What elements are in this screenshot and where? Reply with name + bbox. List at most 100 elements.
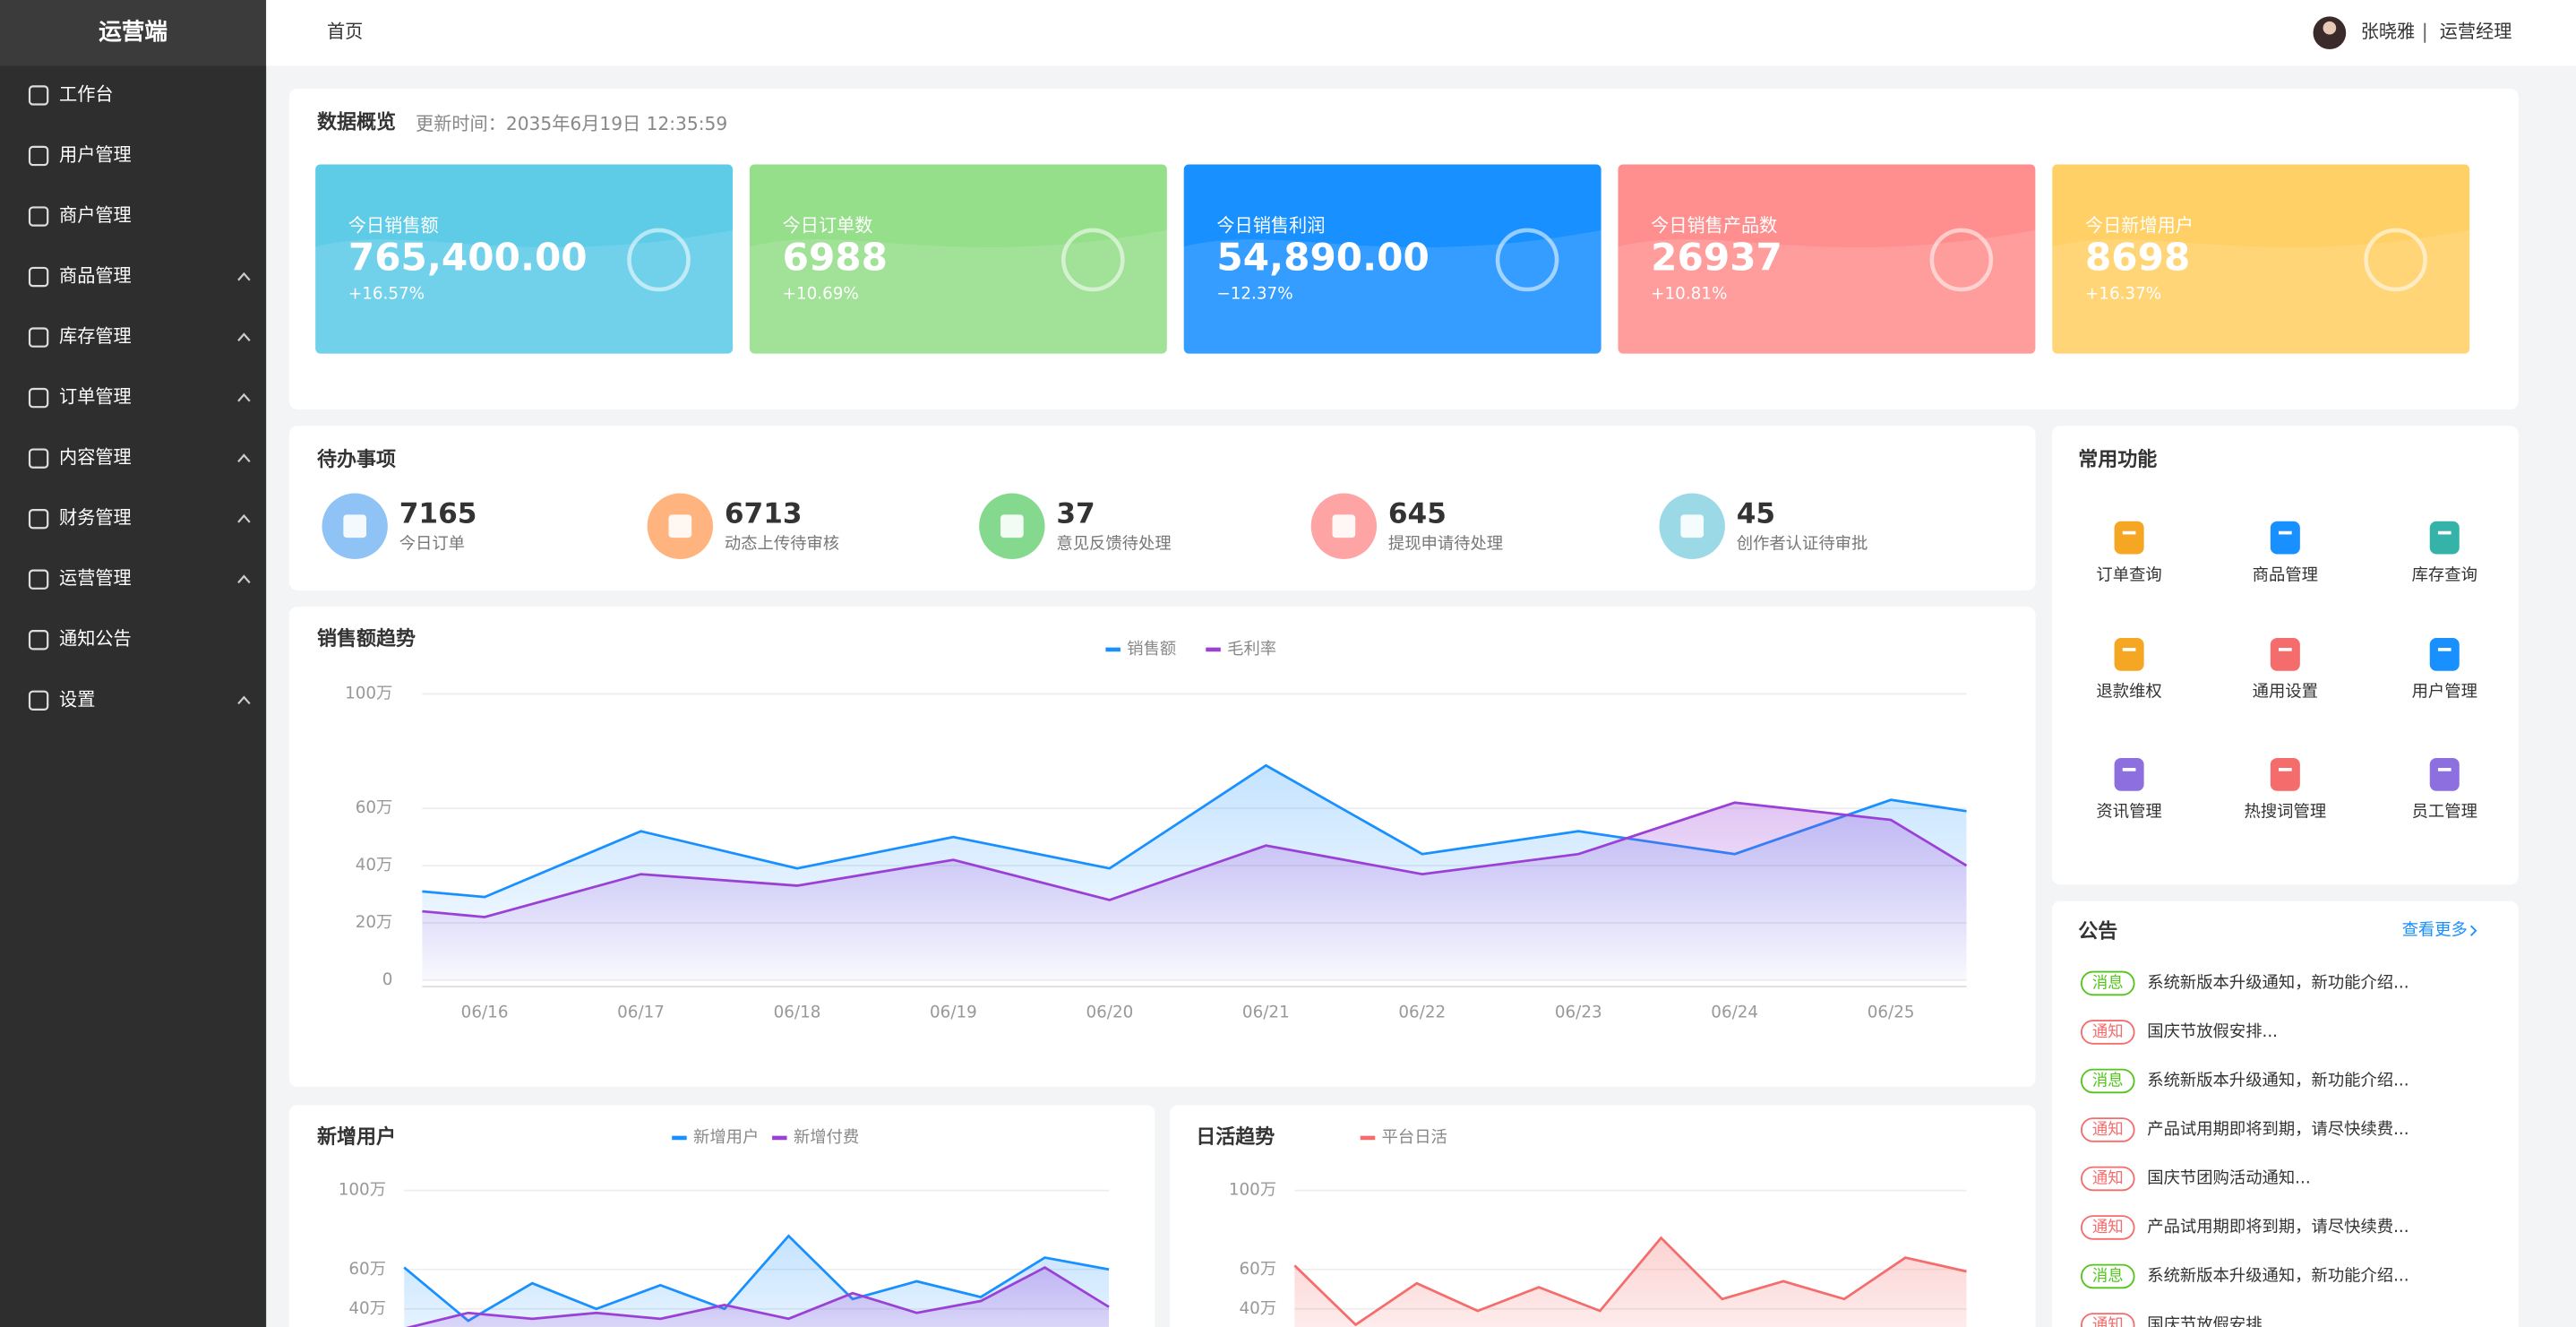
notice-tag: 消息 <box>2092 1267 2124 1285</box>
area-fill <box>410 1267 1110 1327</box>
area-fill <box>422 802 1967 980</box>
legend-label[interactable]: 毛利率 <box>1227 640 1276 659</box>
legend-label[interactable]: 新增付费 <box>794 1128 859 1147</box>
todo-count: 645 <box>1388 497 1447 530</box>
card-value: 54,890.00 <box>1216 235 1429 279</box>
stat-card[interactable] <box>1183 164 1601 354</box>
menu-chevron <box>237 574 251 584</box>
shortcut-label[interactable]: 员工管理 <box>2412 803 2477 822</box>
menu-item[interactable]: 用户管理 <box>59 143 132 165</box>
user-name[interactable]: 张晓雅 <box>2361 21 2415 42</box>
notice-tag: 消息 <box>2092 974 2124 992</box>
notice-tag: 消息 <box>2092 1072 2124 1090</box>
shortcut-glyph <box>2122 648 2136 651</box>
shortcut-label[interactable]: 商品管理 <box>2253 565 2318 584</box>
menu-icon <box>28 690 49 711</box>
stat-card[interactable] <box>2052 164 2470 354</box>
menu-icon <box>28 448 49 469</box>
x-tick-label: 06/24 <box>1711 1003 1758 1021</box>
shortcut-label[interactable]: 通用设置 <box>2253 683 2318 702</box>
x-tick-label: 06/20 <box>1086 1003 1133 1021</box>
menu-icon <box>28 85 49 106</box>
shortcut-icon[interactable] <box>2429 638 2460 671</box>
card-icon <box>627 228 691 292</box>
shortcut-icon[interactable] <box>2270 758 2300 791</box>
notice-tag-box <box>2080 1117 2135 1142</box>
menu-icon <box>28 206 49 227</box>
menu-item[interactable]: 订单管理 <box>59 386 132 408</box>
menu-icon <box>28 630 49 651</box>
notice-text[interactable]: 国庆节放假安排... <box>2147 1315 2278 1327</box>
notice-text[interactable]: 产品试用期即将到期，请尽快续费... <box>2147 1120 2409 1139</box>
shortcut-label[interactable]: 退款维权 <box>2096 683 2161 702</box>
shortcut-glyph <box>2122 530 2136 535</box>
menu-item[interactable]: 运营管理 <box>59 567 132 589</box>
card-label: 今日新增用户 <box>2085 215 2194 237</box>
todo-count: 37 <box>1056 497 1095 530</box>
shortcut-icon[interactable] <box>2114 521 2144 555</box>
y-tick-label: 60万 <box>1240 1260 1277 1279</box>
y-tick-label: 20万 <box>356 913 393 932</box>
menu-item[interactable]: 内容管理 <box>59 446 132 468</box>
shortcut-label[interactable]: 资讯管理 <box>2096 803 2161 822</box>
more-link[interactable]: 查看更多 <box>2402 921 2468 940</box>
notice-text[interactable]: 系统新版本升级通知，新功能介绍... <box>2147 973 2409 992</box>
shortcut-label[interactable]: 用户管理 <box>2412 683 2477 702</box>
series-line <box>405 1265 1110 1327</box>
legend-label[interactable]: 平台日活 <box>1382 1128 1447 1147</box>
notice-tag-box <box>2080 1166 2135 1192</box>
shortcut-icon[interactable] <box>2429 758 2460 791</box>
menu-item[interactable]: 财务管理 <box>59 507 132 529</box>
stat-card[interactable] <box>1618 164 2036 354</box>
menu-item[interactable]: 商品管理 <box>59 265 132 287</box>
todo-glyph <box>1000 514 1024 539</box>
breadcrumb[interactable]: 首页 <box>327 21 363 42</box>
notice-text[interactable]: 产品试用期即将到期，请尽快续费... <box>2147 1218 2409 1237</box>
card-label: 今日销售额 <box>348 215 439 237</box>
x-tick-label: 06/22 <box>1398 1003 1446 1021</box>
legend-label[interactable]: 新增用户 <box>693 1128 759 1147</box>
notice-text[interactable]: 系统新版本升级通知，新功能介绍... <box>2147 1071 2409 1090</box>
sidebar <box>0 0 267 1327</box>
shortcut-label[interactable]: 订单查询 <box>2096 565 2161 584</box>
shortcut-icon[interactable] <box>2270 521 2300 555</box>
menu-item[interactable]: 通知公告 <box>59 628 132 650</box>
menu-item[interactable]: 工作台 <box>59 83 113 105</box>
menu-item[interactable]: 库存管理 <box>59 325 132 347</box>
card-change: −12.37% <box>1216 284 1292 303</box>
stat-card[interactable] <box>749 164 1167 354</box>
menu-icon <box>28 266 49 288</box>
notice-tag: 通知 <box>2092 1121 2124 1139</box>
todo-label: 意见反馈待处理 <box>1056 534 1171 553</box>
y-tick-label: 100万 <box>339 1181 386 1200</box>
shortcut-label[interactable]: 库存查询 <box>2412 565 2477 584</box>
shortcut-icon[interactable] <box>2429 521 2460 555</box>
stat-card[interactable] <box>315 164 734 354</box>
card-value: 765,400.00 <box>348 235 588 279</box>
notice-text[interactable]: 系统新版本升级通知，新功能介绍... <box>2147 1266 2409 1285</box>
notice-text[interactable]: 国庆节团购活动通知... <box>2147 1168 2310 1187</box>
notice-tag-box <box>2080 1068 2135 1094</box>
shortcut-icon[interactable] <box>2270 638 2300 671</box>
todo-panel <box>288 426 2036 590</box>
header <box>266 0 2576 66</box>
menu-item[interactable]: 商户管理 <box>59 204 132 226</box>
user-role: 运营经理 <box>2440 21 2512 42</box>
menu-item[interactable]: 设置 <box>59 688 95 710</box>
y-tick-label: 60万 <box>348 1260 386 1279</box>
card-label: 今日销售利润 <box>1216 215 1325 237</box>
y-tick-label: 0 <box>382 970 393 989</box>
legend-label[interactable]: 销售额 <box>1127 640 1176 659</box>
todo-count: 7165 <box>399 497 477 530</box>
x-tick-label: 06/16 <box>461 1003 509 1021</box>
shortcut-icon[interactable] <box>2114 758 2144 791</box>
notice-text[interactable]: 国庆节放假安排... <box>2147 1022 2278 1041</box>
y-tick-label: 100万 <box>1229 1181 1276 1200</box>
x-tick-label: 06/25 <box>1868 1003 1915 1021</box>
y-tick-label: 40万 <box>348 1299 386 1318</box>
avatar-face <box>2323 21 2337 35</box>
shortcut-label[interactable]: 热搜词管理 <box>2245 803 2327 822</box>
shortcut-icon[interactable] <box>2114 638 2144 671</box>
shortcut-glyph <box>2279 530 2292 535</box>
update-time: 更新时间：2035年6月19日 12:35:59 <box>416 113 727 134</box>
